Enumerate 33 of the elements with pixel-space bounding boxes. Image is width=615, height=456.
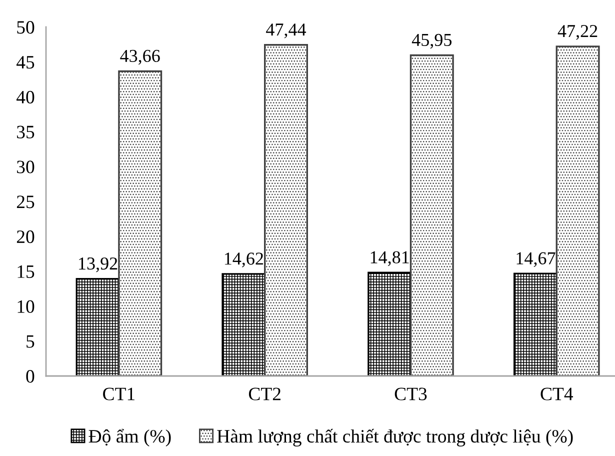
data-label: 14,81 [370,251,409,266]
y-tick-label: 20 [16,230,34,244]
y-tick-label: 45 [16,56,34,69]
bar [556,46,600,376]
data-label: 13,92 [79,257,118,272]
y-tick-label: 40 [16,90,34,104]
bar [368,272,412,376]
y-tick-label: 0 [26,370,34,383]
x-tick-label: CT4 [540,388,574,400]
bar [118,70,162,376]
data-label: 43,66 [120,50,160,65]
data-label: 47,44 [266,24,306,38]
bar [513,272,558,376]
x-tick-label: CT1 [103,388,134,400]
bar [222,273,266,376]
bar [76,278,120,376]
x-tick-label: CT2 [248,388,280,400]
data-label: 14,62 [224,252,264,268]
y-tick-label: 35 [17,126,34,138]
legend-label: Hàm lượng chất chiết được trong dược liệu (%) [217,428,573,447]
data-label: 45,95 [412,34,452,49]
data-label: 14,67 [516,252,556,267]
bar [410,54,454,376]
y-tick-label: 10 [18,300,34,313]
y-tick-label: 15 [18,265,34,278]
data-label: 47,22 [558,25,598,40]
y-tick-label: 25 [16,196,34,208]
y-tick-label: 5 [26,335,34,348]
legend-label: Độ ẩm (%) [88,428,171,446]
x-tick-label: CT3 [394,388,427,400]
y-tick-label: 30 [17,160,34,174]
bar [264,44,308,376]
y-tick-label: 50 [17,21,34,34]
